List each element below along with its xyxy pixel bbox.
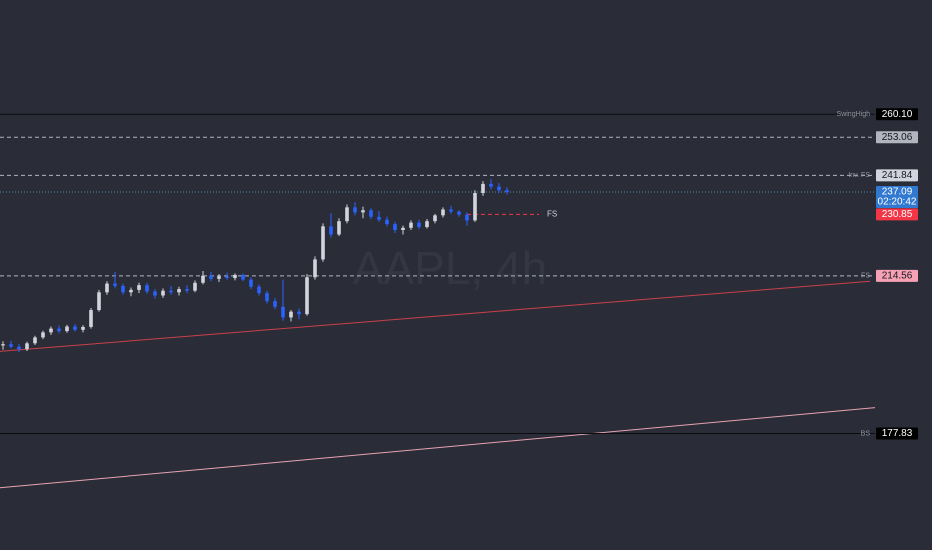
candle-body [369,210,373,217]
candle-body [153,291,157,296]
price-label-box [876,427,918,440]
candle-body [433,215,437,222]
candle-body [385,219,389,225]
level-name: Inv. FS [848,172,870,179]
price-label: 230.85 [882,209,913,220]
candle-body [201,275,205,283]
candle-body [137,285,141,290]
price-label: 177.83 [882,428,913,439]
price-label: 241.84 [882,170,913,181]
candle-body [25,343,29,350]
candle-body [313,259,317,278]
candle-body [249,279,253,287]
candle-body [457,211,461,215]
price-label-box [876,208,918,221]
candle-body [113,283,117,286]
candle-body [393,224,397,231]
candle-body [209,275,213,279]
candle-body [497,186,501,191]
price-label: 253.06 [882,132,913,143]
price-label-box [876,269,918,282]
level-name: BS [861,430,871,437]
candle-body [65,326,69,332]
candle-body [49,328,53,333]
candle-body [377,216,381,220]
candle-body [1,344,5,346]
candle-body [305,277,309,315]
candle-body [473,193,477,221]
candle-body [105,283,109,293]
trendline [0,280,871,352]
candle-body [441,209,445,216]
candle-body [289,311,293,318]
candle-body [33,337,37,344]
candle-body [89,310,93,327]
price-label: 260.10 [882,109,913,120]
candle-body [417,222,421,228]
price-label-box [876,131,918,144]
level-name: SwingHigh [837,111,871,118]
candle-body [489,183,493,187]
candle-body [505,190,509,193]
countdown-label: 02:20:42 [878,197,917,208]
candle-body [73,326,77,330]
candle-body [17,346,21,350]
candle-body [193,282,197,291]
price-label: 237.09 [882,187,913,198]
candle-body [273,301,277,307]
candle-body [145,285,149,292]
candle-body [481,183,485,194]
candle-body [177,289,181,293]
candle-body [265,293,269,302]
candle-body [425,221,429,228]
candle-body [297,311,301,315]
candle-body [257,286,261,294]
candle-body [225,276,229,279]
candle-body [97,292,101,311]
candle-body [401,227,405,231]
candle-body [81,326,85,330]
candle-body [129,289,133,293]
watermark: AAPL, 4h [353,242,547,294]
candle-body [217,276,221,279]
level-name: FS [861,273,870,280]
candle-body [233,274,237,279]
price-label-box [876,169,918,182]
candle-body [465,214,469,221]
price-label: 214.56 [882,271,913,282]
candle-body [185,289,189,291]
candle-body [449,209,453,212]
level-name: FS [547,210,557,219]
candle-body [169,290,173,293]
candle-body [281,306,285,318]
candle-body [353,207,357,213]
candle-body [57,328,61,332]
candle-body [321,226,325,260]
candle-body [345,207,349,222]
candle-body [41,332,45,338]
price-label-box [876,108,918,121]
candle-body [121,285,125,293]
candle-body [329,226,333,235]
candle-body [161,290,165,296]
candle-body [9,344,13,347]
trendline [0,407,876,489]
candle-body [361,210,365,213]
candle-body [337,221,341,235]
price-label-box [876,186,918,209]
candle-body [241,274,245,280]
candle-body [409,222,413,228]
